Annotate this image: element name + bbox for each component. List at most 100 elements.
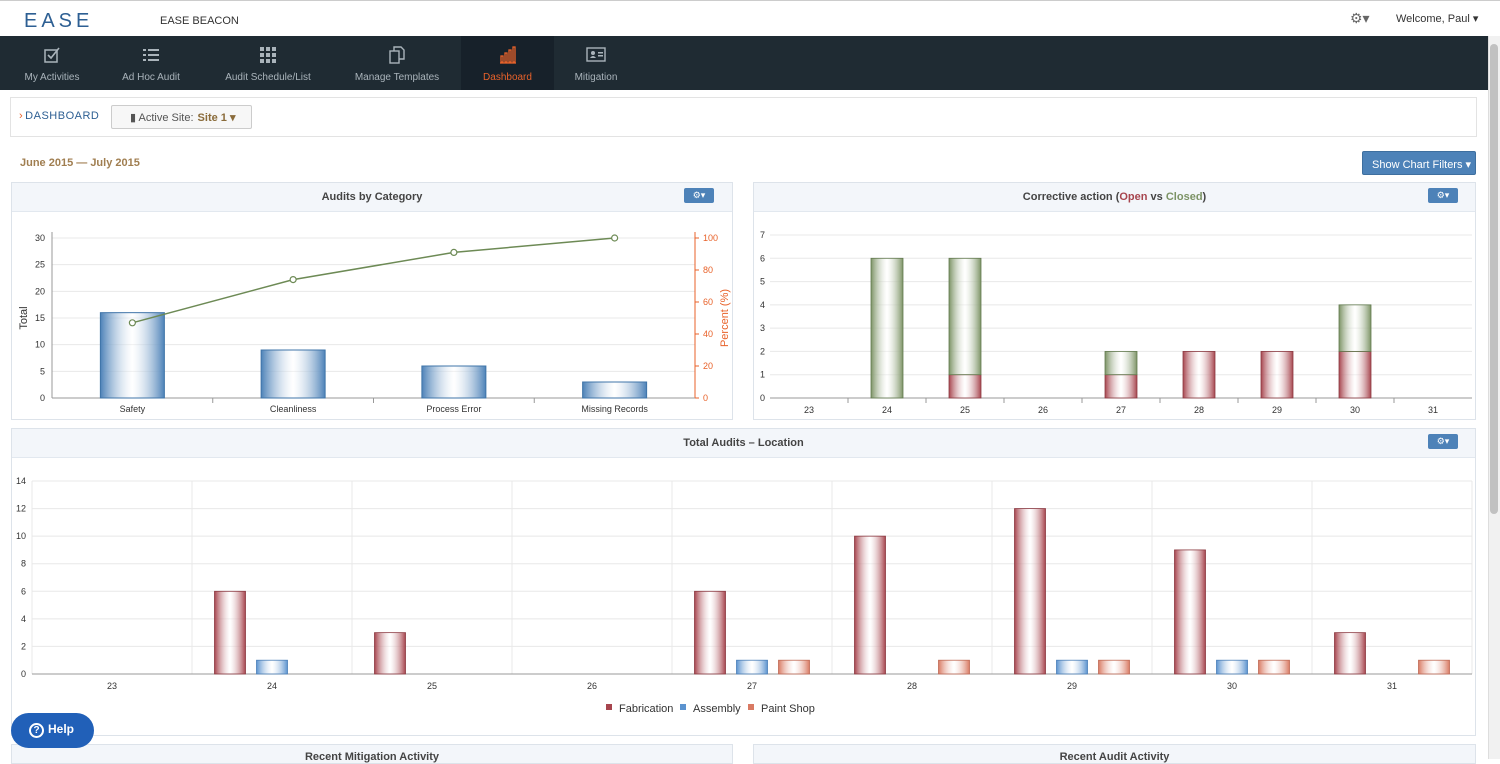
percent-point [611,234,619,242]
x-tick-label: 27 [1116,405,1126,415]
nav-item-mitigation[interactable]: Mitigation [566,36,626,90]
bar [421,365,487,399]
top-bar: EASE EASE BEACON ⚙▾ Welcome, Paul ▾ [0,0,1500,36]
y-tick-label: 0 [40,393,45,403]
panel-title: Total Audits – Location [12,429,1475,458]
id-card-icon [566,46,626,68]
main-nav: My Activities Ad Hoc Audit Audit Schedul… [0,36,1488,90]
audits-by-category-panel: Audits by Category ⚙▾ 0 5 10 15 20 25 30 0 20 40 6… [11,182,733,420]
documents-icon [348,46,446,68]
recent-audit-panel-header: Recent Audit Activity [753,744,1476,764]
bar-fabrication [854,535,886,675]
bar-fabrication [1014,508,1046,675]
y2-tick-label: 80 [703,265,713,275]
app-logo[interactable]: EASE [24,10,94,32]
percent-point [289,275,297,284]
panel-title: Audits by Category [12,183,732,212]
y-tick-label: 6 [21,586,26,596]
y-axis-title: Total [18,306,30,329]
bar-open [1338,351,1372,399]
nav-item-dashboard[interactable]: Dashboard [461,36,554,90]
x-tick-label: 25 [427,681,437,691]
bar-open [1260,351,1294,399]
y-tick-label: 0 [760,393,765,403]
y2-tick-label: 100 [703,233,718,243]
bar-assembly [1216,659,1248,675]
nav-label: Ad Hoc Audit [122,72,180,83]
help-button[interactable]: ? Help [11,713,94,748]
y-tick-label: 20 [35,286,45,296]
panel-gear-icon[interactable]: ⚙▾ [1428,188,1458,203]
breadcrumb[interactable]: › DASHBOARD [19,110,99,122]
bar-assembly [1056,659,1088,675]
bar-assembly [736,659,768,675]
bar [582,381,648,399]
nav-label: My Activities [24,72,80,83]
nav-item-audit-schedule[interactable]: Audit Schedule/List [218,36,318,90]
audits-by-category-chart: 0 5 10 15 20 25 30 0 20 40 60 80 100 Total Percent (%)… [18,232,731,414]
x-tick-label: 29 [1272,405,1282,415]
x-tick-label: 24 [882,405,892,415]
y-tick-label: 0 [21,669,26,679]
legend-label: Fabrication [619,703,673,715]
x-tick-label: 31 [1387,681,1397,691]
bar [260,349,326,399]
title-open: Open [1119,191,1148,203]
y-tick-label: 5 [760,277,765,287]
legend-label: Paint Shop [761,703,815,715]
y-tick-label: 5 [40,366,45,376]
active-site-value: Site 1 ▾ [197,112,236,124]
panel-gear-icon[interactable]: ⚙▾ [684,188,714,203]
bar-assembly [256,659,288,675]
x-tick-label: 24 [267,681,277,691]
x-tick-label: 26 [587,681,597,691]
show-chart-filters-button[interactable]: Show Chart Filters ▾ [1362,151,1476,175]
recent-mitigation-panel-header: Recent Mitigation Activity [11,744,733,764]
chevron-right-icon: › [19,110,24,122]
y-tick-label: 6 [760,253,765,263]
nav-label: Audit Schedule/List [225,72,311,83]
x-tick-label: Cleanliness [270,404,317,414]
bar-closed [870,257,904,399]
title-closed: Closed [1165,191,1203,203]
title-suffix: ) [1202,191,1207,203]
corrective-action-panel: Corrective action (Open vs Closed) ⚙▾ 0 1… [753,182,1476,420]
y2-tick-label: 0 [703,393,708,403]
y-tick-label: 30 [35,233,45,243]
help-label: Help [48,722,75,736]
bar-closed [948,257,982,376]
x-tick-label: 30 [1227,681,1237,691]
y-tick-label: 2 [21,641,26,651]
y-tick-label: 14 [16,476,26,486]
x-tick-label: Process Error [426,404,481,414]
percent-point [128,319,136,327]
bar-fabrication [214,590,246,675]
y-tick-label: 25 [35,260,45,270]
panel-gear-icon[interactable]: ⚙▾ [1428,434,1458,449]
nav-label: Manage Templates [354,72,440,83]
y2-tick-label: 60 [703,297,713,307]
settings-gear-icon[interactable]: ⚙▾ [1350,10,1370,26]
nav-item-ad-hoc-audit[interactable]: Ad Hoc Audit [114,36,188,90]
x-tick-label: 30 [1350,405,1360,415]
bar-chart-icon [461,46,554,68]
x-tick-label: 28 [907,681,917,691]
page-scrollbar-thumb[interactable] [1490,44,1498,514]
y2-tick-label: 40 [703,329,713,339]
bar-closed [1338,304,1372,352]
bar-closed [1104,351,1138,376]
bar-paint-shop [1418,659,1450,675]
y-tick-label: 4 [760,300,765,310]
breadcrumb-bar: › DASHBOARD ▮ Active Site: Site 1 ▾ [10,97,1477,137]
bar-fabrication [1174,549,1206,675]
active-site-dropdown[interactable]: ▮ Active Site: Site 1 ▾ [111,105,252,129]
nav-item-my-activities[interactable]: My Activities [14,36,90,90]
grid-icon [218,46,318,68]
nav-label: Dashboard [483,72,532,83]
nav-item-manage-templates[interactable]: Manage Templates [348,36,446,90]
x-tick-label: 23 [107,681,117,691]
user-menu[interactable]: Welcome, Paul ▾ [1396,13,1479,25]
total-audits-location-panel: Total Audits – Location ⚙▾ 0 2 4 6 8 10 12 14 23… [11,428,1476,736]
date-range: June 2015 — July 2015 [20,157,140,169]
